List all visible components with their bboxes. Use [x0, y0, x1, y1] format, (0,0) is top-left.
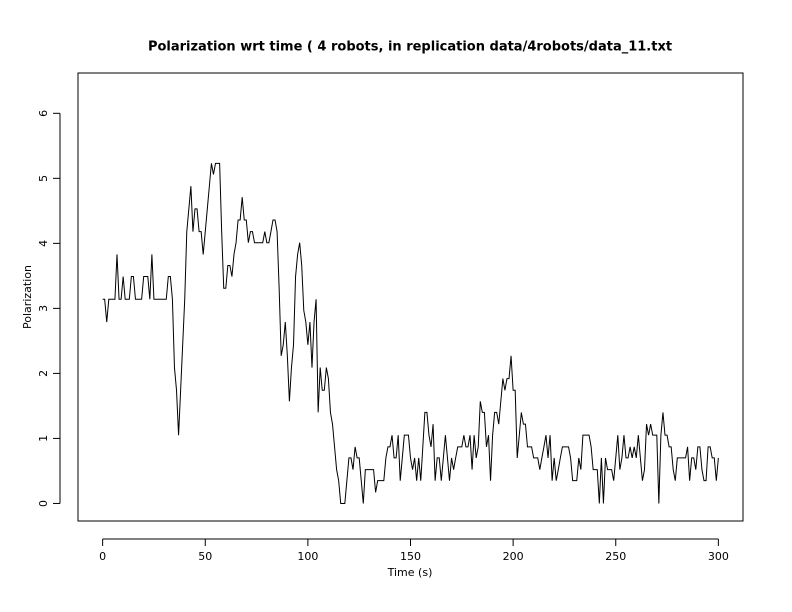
plot-frame	[77, 72, 744, 522]
x-tick-label: 250	[605, 550, 626, 563]
y-tick-label: 1	[37, 435, 50, 442]
y-tick-label: 6	[37, 110, 50, 117]
data-line	[102, 162, 719, 504]
x-tick-label: 150	[400, 550, 421, 563]
y-tick-label: 2	[37, 370, 50, 377]
x-tick-label: 100	[297, 550, 318, 563]
x-tick-label: 0	[99, 550, 106, 563]
y-axis-label: Polarization	[21, 265, 34, 329]
x-tick-label: 200	[503, 550, 524, 563]
y-tick-label: 0	[37, 500, 50, 507]
x-tick-label: 300	[708, 550, 729, 563]
chart-title: Polarization wrt time ( 4 robots, in rep…	[148, 40, 672, 55]
y-tick-label: 4	[37, 240, 50, 247]
y-tick-label: 5	[37, 175, 50, 182]
y-tick-label: 3	[37, 305, 50, 312]
x-axis-label: Time (s)	[387, 566, 433, 579]
x-tick-label: 50	[198, 550, 212, 563]
